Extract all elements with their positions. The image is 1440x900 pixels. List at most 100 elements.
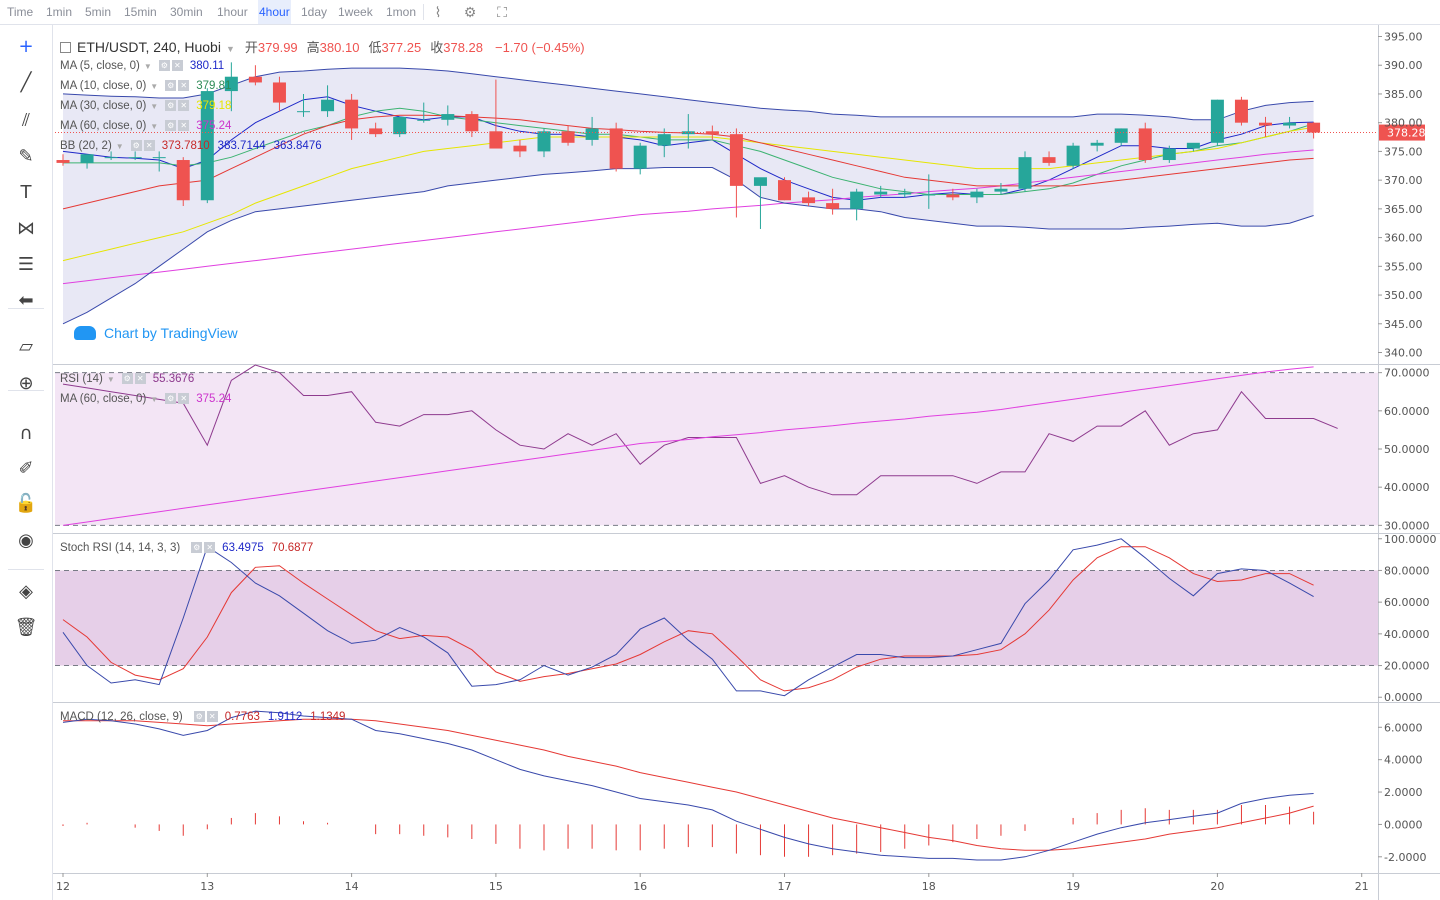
trend-line-icon[interactable]: ╱ [20, 72, 32, 93]
close-label: 收 [430, 40, 444, 55]
candle-body [994, 188, 1008, 192]
tf-1day[interactable]: 1day [301, 5, 328, 19]
candle-body [802, 197, 816, 204]
collapse-icon[interactable] [60, 42, 71, 54]
indicators-icon[interactable]: ⌇ [434, 4, 442, 20]
legend-ma60-name: MA (60, close, 0) [60, 120, 147, 132]
tf-5min[interactable]: 5min [85, 5, 112, 19]
legend-ma10-name: MA (10, close, 0) [60, 80, 147, 92]
pattern-icon[interactable]: ⋈ [17, 218, 35, 239]
legend-ma60[interactable]: MA (60, close, 0) ▼ ⚙ ✕ 375.24 [60, 120, 232, 132]
close-icon[interactable]: ✕ [178, 120, 190, 132]
lock-draw-icon[interactable]: ✐ [18, 458, 34, 479]
x-tick-label: 18 [922, 880, 936, 893]
y-tick-label: 60.0000 [1384, 596, 1430, 609]
tradingview-watermark[interactable]: Chart by TradingView [70, 318, 246, 348]
back-arrow-icon[interactable]: ⬅ [18, 290, 34, 311]
tf-time[interactable]: Time [7, 5, 34, 19]
candle-body [1210, 99, 1224, 143]
settings-icon[interactable]: ⚙ [165, 120, 177, 132]
pitchfork-icon[interactable]: ⫽ [21, 110, 31, 131]
candle-body [104, 157, 118, 159]
y-tick-label: 395.00 [1384, 30, 1423, 43]
settings-icon[interactable]: ⚙ [130, 140, 142, 152]
close-icon[interactable]: ✕ [206, 711, 218, 723]
drawing-tools-sidebar: + ╱ ⫽ ✎ T ⋈ ☰ ⬅ ▱ ⊕ ∩ ✐ 🔓 ◉ ◈ 🗑 [0, 25, 53, 900]
tf-1min[interactable]: 1min [46, 5, 73, 19]
candle-body [417, 119, 431, 121]
close-icon[interactable]: ✕ [171, 60, 183, 72]
open-value: 379.99 [257, 40, 298, 55]
close-icon[interactable]: ✕ [178, 100, 190, 112]
legend-bb[interactable]: BB (20, 2) ▼ ⚙ ✕ 373.7810 383.7144 363.8476 [60, 140, 322, 152]
top-toolbar: Time 1min 5min 15min 30min 1hour 4hour 1day 1wee… [0, 0, 1440, 25]
legend-rsi-value: 55.3676 [152, 373, 195, 385]
settings-icon[interactable]: ⚙ [191, 542, 203, 554]
settings-icon[interactable]: ⚙ [165, 80, 177, 92]
fullscreen-icon[interactable]: ⛶ [497, 4, 507, 20]
brush-icon[interactable]: ✎ [18, 146, 34, 167]
candle-body [729, 134, 743, 186]
settings-icon[interactable]: ⚙ [463, 4, 477, 20]
trash-icon[interactable]: 🗑 [14, 617, 38, 638]
ruler-icon[interactable]: ▱ [19, 336, 33, 357]
candle-body [513, 145, 527, 152]
legend-ma30[interactable]: MA (30, close, 0) ▼ ⚙ ✕ 379.18 [60, 100, 232, 112]
settings-icon[interactable]: ⚙ [158, 60, 170, 72]
y-tick-label: 350.00 [1384, 289, 1423, 302]
candle-body [1066, 145, 1080, 166]
legend-ma5[interactable]: MA (5, close, 0) ▼ ⚙ ✕ 380.11 [60, 60, 225, 72]
tf-4hour[interactable]: 4hour [258, 0, 291, 24]
y-tick-label: 40.0000 [1384, 628, 1430, 641]
magnet-icon[interactable]: ∩ [19, 423, 33, 444]
settings-icon[interactable]: ⚙ [165, 100, 177, 112]
candle-body [633, 145, 647, 169]
y-tick-label: 50.0000 [1384, 443, 1430, 456]
settings-icon[interactable]: ⚙ [165, 393, 177, 405]
legend-stoch-name: Stoch RSI (14, 14, 3, 3) [60, 542, 181, 554]
last-price-tag [1379, 124, 1425, 141]
text-icon[interactable]: T [20, 182, 32, 203]
settings-icon[interactable]: ⚙ [193, 711, 205, 723]
legend-stoch[interactable]: Stoch RSI (14, 14, 3, 3) ⚙ ✕ 63.4975 70.6877 [60, 542, 313, 554]
legend-rsi[interactable]: RSI (14) ▼ ⚙ ✕ 55.3676 [60, 373, 195, 385]
settings-icon[interactable]: ⚙ [121, 373, 133, 385]
unlock-icon[interactable]: 🔓 [14, 493, 38, 514]
legend-rsi-ma[interactable]: MA (60, close, 0) ▼ ⚙ ✕ 375.24 [60, 393, 232, 405]
candle-body [297, 111, 310, 113]
close-icon[interactable]: ✕ [143, 140, 155, 152]
tf-1hour[interactable]: 1hour [217, 5, 248, 19]
close-icon[interactable]: ✕ [178, 80, 190, 92]
stoch-d-line [62, 546, 1314, 692]
fib-icon[interactable]: ☰ [17, 254, 35, 275]
candle-body [657, 134, 671, 146]
symbol-title[interactable]: ETH/USDT, 240, Huobi [77, 39, 221, 55]
tf-30min[interactable]: 30min [170, 5, 203, 19]
y-tick-label: 4.0000 [1384, 754, 1423, 767]
legend-stoch-d: 70.6877 [271, 542, 314, 554]
legend-ma10[interactable]: MA (10, close, 0) ▼ ⚙ ✕ 379.81 [60, 80, 232, 92]
candle-body [1162, 148, 1176, 161]
legend-macd[interactable]: MACD (12, 26, close, 9) ⚙ ✕ 0.7763 1.9112 1.1… [60, 711, 345, 723]
candle-body [465, 114, 479, 132]
x-tick-label: 21 [1355, 880, 1369, 893]
close-icon[interactable]: ✕ [178, 393, 190, 405]
zoom-in-icon[interactable]: ⊕ [18, 373, 34, 394]
close-icon[interactable]: ✕ [204, 542, 216, 554]
close-icon[interactable]: ✕ [134, 373, 146, 385]
eye-icon[interactable]: ◉ [18, 530, 34, 551]
layers-icon[interactable]: ◈ [19, 581, 33, 602]
chevron-down-icon[interactable]: ▼ [225, 44, 235, 54]
candle-body [369, 128, 383, 135]
candle-body [898, 192, 912, 195]
last-price-tag-label: 378.28 [1387, 127, 1426, 140]
candle-body [753, 177, 767, 186]
tf-1week[interactable]: 1week [338, 5, 373, 19]
x-tick-label: 16 [633, 880, 647, 893]
tf-15min[interactable]: 15min [124, 5, 157, 19]
change-value: −1.70 (−0.45%) [495, 40, 585, 55]
crosshair-icon[interactable]: + [18, 36, 34, 57]
tf-1mon[interactable]: 1mon [386, 5, 417, 19]
legend-ma5-name: MA (5, close, 0) [60, 60, 140, 72]
